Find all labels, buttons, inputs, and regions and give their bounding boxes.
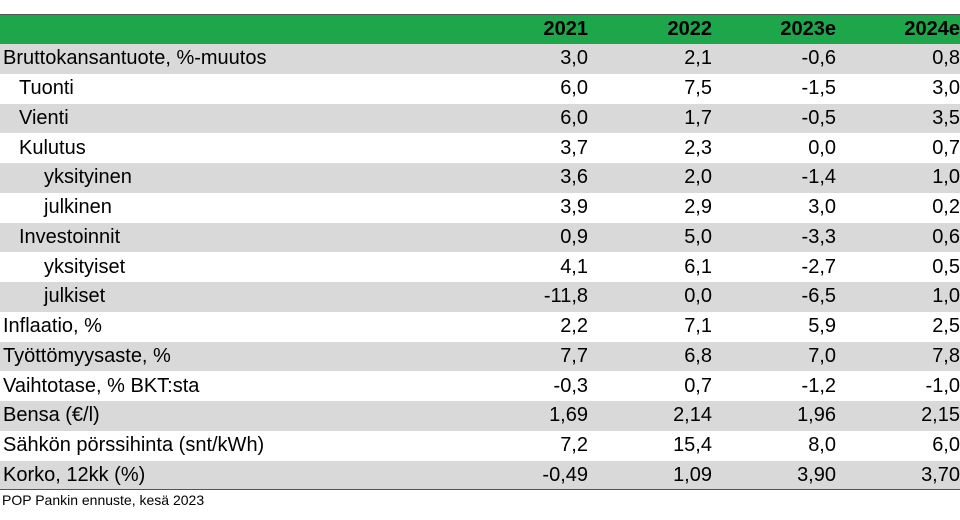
table-cell: 6,0 — [560, 77, 588, 100]
column-header: 2023e — [780, 18, 836, 40]
table-cell: 15,4 — [673, 434, 712, 457]
table-row: julkiset -11,8 0,0 -6,5 1,0 — [0, 282, 960, 312]
table-cell: 5,0 — [684, 225, 712, 248]
table-cell: 2,3 — [684, 136, 712, 159]
source-note: POP Pankin ennuste, kesä 2023 — [2, 492, 205, 508]
table-row: Investoinnit 0,9 5,0 -3,3 0,6 — [0, 222, 960, 253]
table-row: Bensa (€/l) 1,69 2,14 1,96 2,15 — [0, 401, 960, 431]
table-row: yksityinen 3,6 2,0 -1,4 1,0 — [0, 163, 960, 193]
table-row: Työttömyysaste, % 7,7 6,8 7,0 7,8 — [0, 341, 960, 372]
row-label: julkiset — [44, 285, 106, 308]
table-cell: -1,5 — [801, 77, 836, 100]
table-cell: 1,0 — [932, 285, 960, 308]
table-header-row: 2021 2022 2023e 2024e — [0, 14, 960, 44]
row-label: julkinen — [44, 196, 112, 219]
row-label: Sähkön pörssihinta (snt/kWh) — [3, 434, 265, 457]
row-label: Tuonti — [19, 77, 74, 100]
table-bottom-border — [0, 489, 960, 490]
row-label: Investoinnit — [19, 225, 121, 248]
row-label: Inflaatio, % — [3, 315, 102, 338]
table-cell: 6,0 — [932, 434, 960, 457]
table-cell: -0,6 — [801, 47, 836, 70]
table-cell: 0,8 — [932, 47, 960, 70]
table-cell: -1,0 — [925, 374, 960, 397]
table-cell: 6,8 — [684, 344, 712, 367]
row-label: Työttömyysaste, % — [3, 344, 171, 367]
table-row: Bruttokansantuote, %-muutos 3,0 2,1 -0,6 0,8 — [0, 44, 960, 74]
table-cell: -1,4 — [801, 166, 836, 189]
table-cell: -1,2 — [801, 374, 836, 397]
column-header: 2024e — [904, 18, 960, 40]
table-cell: 0,5 — [932, 255, 960, 278]
table-row: Korko, 12kk (%) -0,49 1,09 3,90 3,70 — [0, 460, 960, 491]
table-cell: 3,5 — [932, 106, 960, 129]
column-header: 2022 — [667, 18, 713, 40]
row-label: yksityiset — [44, 255, 126, 278]
table-cell: 1,0 — [932, 166, 960, 189]
table-cell: 0,6 — [932, 225, 960, 248]
table-cell: 3,0 — [560, 47, 588, 70]
table-cell: 7,2 — [560, 434, 588, 457]
table-cell: 2,5 — [932, 315, 960, 338]
table-cell: 4,1 — [560, 255, 588, 278]
table-cell: 7,0 — [808, 344, 836, 367]
table-cell: 0,7 — [932, 136, 960, 159]
table-cell: 1,7 — [684, 106, 712, 129]
table-row: Vaihtotase, % BKT:sta -0,3 0,7 -1,2 -1,0 — [0, 371, 960, 401]
table-row: julkinen 3,9 2,9 3,0 0,2 — [0, 192, 960, 223]
table-cell: 0,2 — [932, 196, 960, 219]
table-cell: -0,49 — [542, 463, 588, 486]
table-cell: 6,0 — [560, 106, 588, 129]
table-cell: 7,7 — [560, 344, 588, 367]
table-cell: 7,5 — [684, 77, 712, 100]
table-cell: 6,1 — [684, 255, 712, 278]
row-label: Korko, 12kk (%) — [3, 463, 146, 486]
row-label: Bensa (€/l) — [3, 404, 100, 427]
row-label: Kulutus — [19, 136, 86, 159]
table-cell: 2,0 — [684, 166, 712, 189]
table-cell: -11,8 — [543, 285, 588, 308]
row-label: Vaihtotase, % BKT:sta — [3, 374, 200, 397]
table-cell: -3,3 — [801, 225, 836, 248]
table-cell: 0,9 — [560, 225, 588, 248]
table-cell: 3,70 — [921, 463, 960, 486]
table-cell: 2,2 — [560, 315, 588, 338]
table-cell: 0,7 — [684, 374, 712, 397]
table-cell: -0,5 — [801, 106, 836, 129]
table-cell: 5,9 — [808, 315, 836, 338]
table-cell: 1,69 — [549, 404, 588, 427]
table-cell: 2,14 — [673, 404, 712, 427]
table-cell: -0,3 — [553, 374, 588, 397]
table-cell: 1,09 — [673, 463, 712, 486]
table-cell: 3,90 — [797, 463, 836, 486]
table-cell: 3,0 — [932, 77, 960, 100]
table-cell: 1,96 — [797, 404, 836, 427]
table-row: Vienti 6,0 1,7 -0,5 3,5 — [0, 103, 960, 134]
table-cell: 2,1 — [684, 47, 712, 70]
table-cell: 3,9 — [560, 196, 588, 219]
table-cell: 0,0 — [808, 136, 836, 159]
table-cell: 3,6 — [560, 166, 588, 189]
table-row: yksityiset 4,1 6,1 -2,7 0,5 — [0, 252, 960, 282]
row-label: yksityinen — [44, 166, 132, 189]
table-cell: 0,0 — [684, 285, 712, 308]
table-cell: 2,9 — [684, 196, 712, 219]
table-cell: 3,7 — [560, 136, 588, 159]
table-row: Tuonti 6,0 7,5 -1,5 3,0 — [0, 73, 960, 104]
table-cell: -2,7 — [801, 255, 836, 278]
table-cell: 7,1 — [684, 315, 712, 338]
table-cell: 8,0 — [808, 434, 836, 457]
table-row: Sähkön pörssihinta (snt/kWh) 7,2 15,4 8,0 6,… — [0, 430, 960, 461]
table-row: Kulutus 3,7 2,3 0,0 0,7 — [0, 133, 960, 163]
table-cell: -6,5 — [801, 285, 836, 308]
column-header: 2021 — [543, 18, 589, 40]
table-row: Inflaatio, % 2,2 7,1 5,9 2,5 — [0, 311, 960, 342]
row-label: Bruttokansantuote, %-muutos — [3, 47, 267, 70]
table-cell: 3,0 — [808, 196, 836, 219]
forecast-table: 2021 2022 2023e 2024e Bruttokansantuote,… — [0, 14, 960, 491]
table-cell: 2,15 — [921, 404, 960, 427]
table-cell: 7,8 — [932, 344, 960, 367]
row-label: Vienti — [19, 106, 69, 129]
